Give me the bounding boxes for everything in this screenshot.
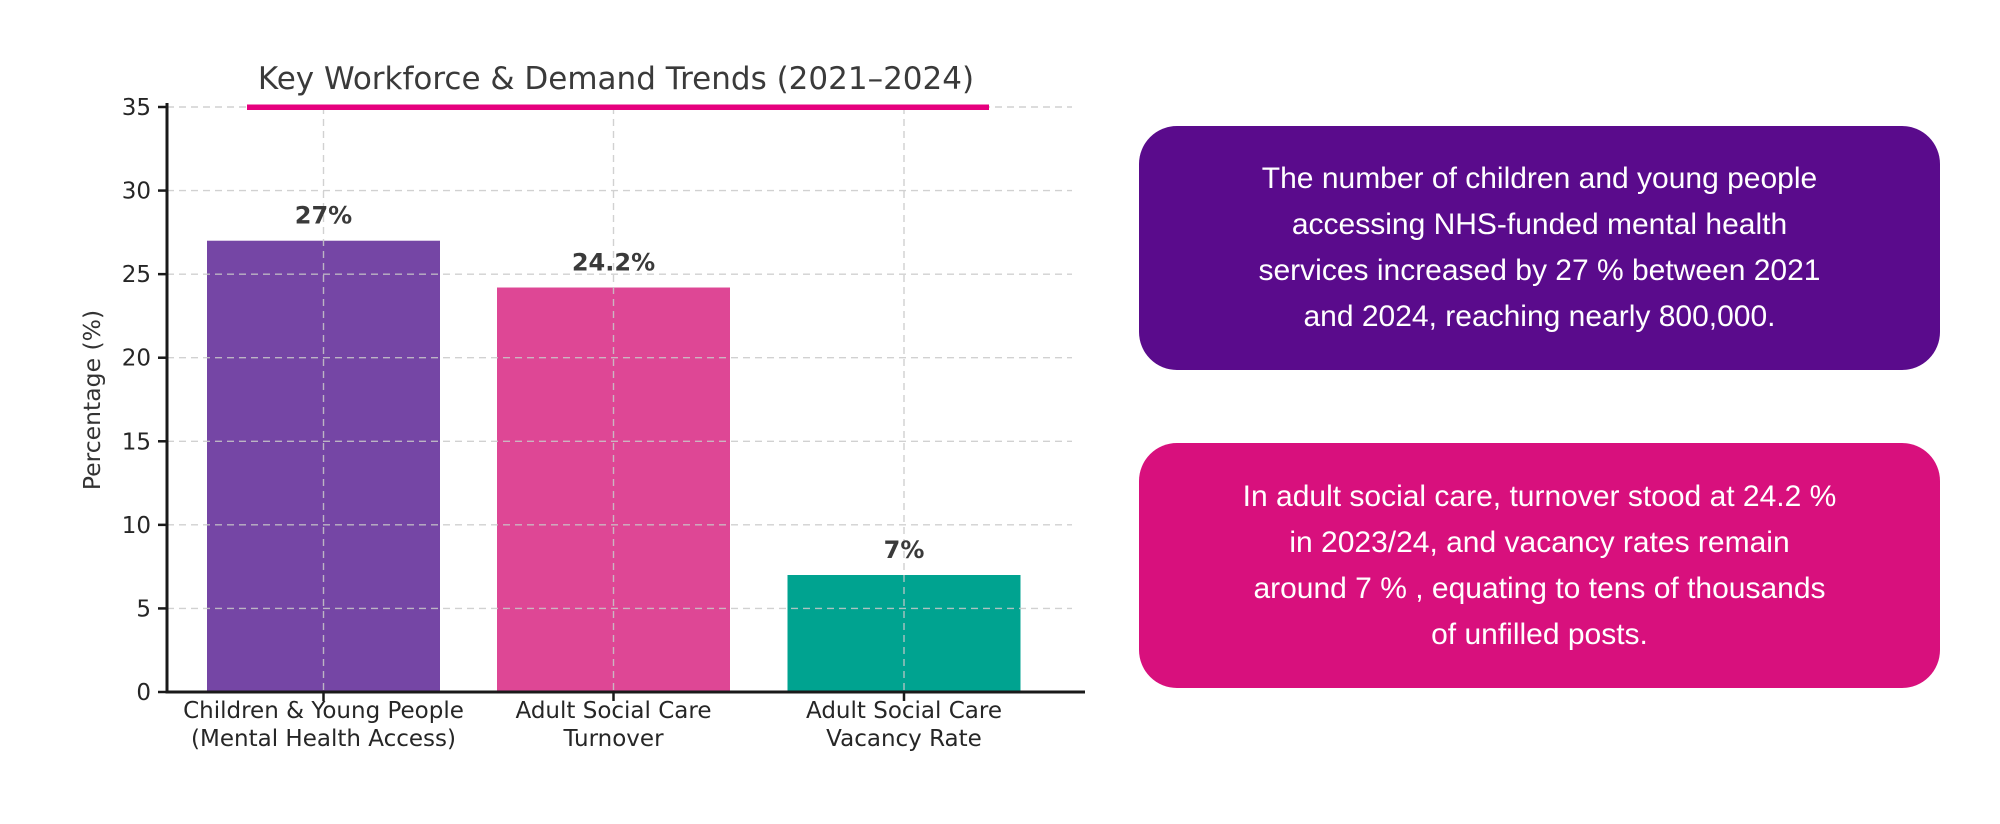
value-label-2: 7% xyxy=(884,536,925,564)
value-label-1: 24.2% xyxy=(572,249,655,277)
y-tick-label-20: 20 xyxy=(122,346,151,372)
callout-mental-health-access: The number of children and young people … xyxy=(1139,126,1940,370)
y-tick-label-30: 30 xyxy=(122,179,151,205)
x-label-children-young-people: Children & Young People xyxy=(183,698,464,724)
x-label-vacancy-rate: Vacancy Rate xyxy=(826,726,982,752)
x-label-turnover: Turnover xyxy=(562,726,664,752)
value-label-0: 27% xyxy=(295,202,352,230)
callout-mental-health-text: The number of children and young people … xyxy=(1258,162,1821,333)
callout-social-care-text: In adult social care, turnover stood at … xyxy=(1242,479,1837,651)
bar-chart-svg: 0 5 10 15 20 25 30 35 Children & Young People(Me… xyxy=(78,61,1085,752)
y-axis-label: Percentage (%) xyxy=(78,310,106,490)
y-tick-label-10: 10 xyxy=(122,513,151,539)
y-tick-label-15: 15 xyxy=(122,429,151,455)
x-label-mental-health-access: (Mental Health Access) xyxy=(191,726,456,752)
y-tick-label-0: 0 xyxy=(136,680,151,706)
chart-title: Key Workforce & Demand Trends (2021–2024… xyxy=(258,61,974,97)
y-tick-label-5: 5 xyxy=(136,596,151,622)
x-label-adult-social-care: Adult Social Care xyxy=(516,698,712,724)
bar-chart: 0 5 10 15 20 25 30 35 Children & Young People (Me… xyxy=(78,61,1085,752)
y-tick-label-35: 35 xyxy=(122,95,151,121)
title-underline xyxy=(247,104,989,110)
callout-social-care-workforce: In adult social care, turnover stood at … xyxy=(1139,443,1940,688)
x-label-adult-social-care: Adult Social Care xyxy=(806,698,1002,724)
y-tick-label-25: 25 xyxy=(122,262,151,288)
